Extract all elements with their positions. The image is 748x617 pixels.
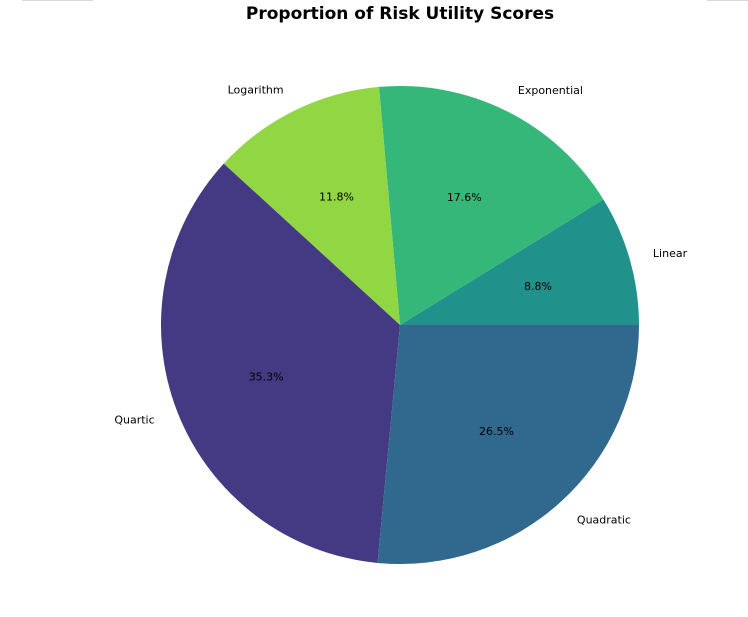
pie-category-label-exponential: Exponential xyxy=(518,84,583,97)
pie-percent-label-quadratic: 26.5% xyxy=(479,425,514,438)
pie-slices xyxy=(160,86,639,564)
pie-category-label-quartic: Quartic xyxy=(114,413,154,426)
pie-percent-label-logarithm: 11.8% xyxy=(319,190,354,203)
chart-title: Proportion of Risk Utility Scores xyxy=(246,4,554,24)
pie-slice-exponential xyxy=(379,86,604,326)
pie-category-label-quadratic: Quadratic xyxy=(577,513,631,526)
pie-slice-quadratic xyxy=(377,325,639,564)
pie-category-label-linear: Linear xyxy=(653,247,688,260)
pie-slice-linear xyxy=(400,199,639,325)
pie-percent-label-linear: 8.8% xyxy=(524,280,552,293)
pie-category-label-logarithm: Logarithm xyxy=(228,83,284,96)
pie-percent-label-exponential: 17.6% xyxy=(447,191,482,204)
pie-slice-logarithm xyxy=(223,86,400,325)
pie-percent-label-quartic: 35.3% xyxy=(249,371,284,384)
pie-labels: 8.8% Linear 17.6% Exponential 11.8% Logarithm… xyxy=(114,83,687,526)
pie-slice-quartic xyxy=(160,163,400,563)
